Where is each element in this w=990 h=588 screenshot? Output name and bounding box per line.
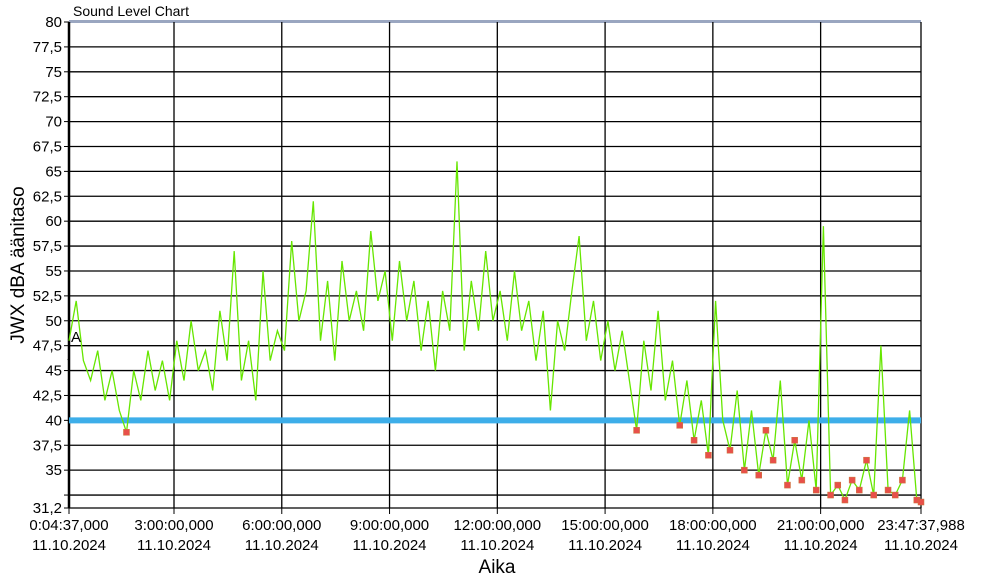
y-axis-label: JWX dBA äänitaso [8,186,29,343]
y-tick-label: 31,2 [33,500,62,517]
x-axis-label: Aika [479,557,516,578]
y-tick-label: 55 [45,263,62,280]
below-threshold-marker [741,466,748,474]
x-tick-time: 15:00:00,000 [561,517,649,534]
y-tick-label: 47,5 [33,338,62,355]
below-threshold-marker [899,476,906,484]
x-tick-time: 9:00:00,000 [350,517,429,534]
y-tick-label: 45 [45,363,62,380]
below-threshold-marker [917,498,925,506]
x-tick-time: 0:04:37,000 [29,517,108,534]
cursor-arrow-icon: ‹ [67,354,70,365]
below-threshold-marker [791,437,798,444]
below-threshold-marker [891,491,899,499]
below-threshold-marker [848,476,856,484]
y-tick-label: 60 [45,213,62,230]
x-tick-date: 11.10.2024 [460,537,534,554]
below-threshold-marker [870,491,877,499]
x-tick-time: 3:00:00,000 [134,517,213,534]
y-tick-label: 77,5 [33,39,62,56]
y-tick-label: 35 [45,462,62,479]
below-threshold-marker [834,481,842,489]
y-tick-label: 50 [45,313,62,330]
x-tick-date: 11.10.2024 [32,537,106,554]
y-tick-label: 80 [45,14,62,31]
y-tick-label: 65 [45,163,62,180]
y-tick-label: 72,5 [33,89,62,106]
x-tick-time: 12:00:00,000 [454,517,542,534]
plot-area [69,22,921,508]
below-threshold-marker [784,481,791,489]
x-tick-date: 11.10.2024 [137,537,211,554]
y-tick-label: 75 [45,64,62,81]
series-line [68,161,922,503]
y-tick-label: 57,5 [33,238,62,255]
below-threshold-marker [827,491,834,499]
below-threshold-marker [633,427,640,434]
x-tick-time: 18:00:00,000 [669,517,757,534]
y-tick-label: 52,5 [33,288,62,305]
x-tick-date: 11.10.2024 [884,537,958,554]
x-tick-time: 21:00:00,000 [777,517,865,534]
below-threshold-marker [762,427,770,434]
below-threshold-marker [123,429,130,436]
below-threshold-marker [676,422,683,429]
x-tick-date: 11.10.2024 [245,537,319,554]
chart-title: Sound Level Chart [73,3,189,19]
y-tick-label: 62,5 [33,188,62,205]
x-tick-time: 6:00:00,000 [242,517,321,534]
below-threshold-marker [812,486,820,494]
y-tick-label: 40 [45,412,62,429]
x-tick-date: 11.10.2024 [353,537,427,554]
y-tick-label: 42,5 [33,387,62,404]
x-tick-date: 11.10.2024 [784,537,858,554]
x-tick-date: 11.10.2024 [568,537,642,554]
marker-label-a: A [71,329,81,346]
below-threshold-marker [726,446,734,454]
below-threshold-marker [690,437,698,444]
y-tick-label: 37,5 [33,437,62,454]
y-tick-label: 67,5 [33,138,62,155]
below-threshold-marker [856,486,863,494]
below-threshold-marker [769,456,777,464]
below-threshold-marker [798,476,806,484]
x-tick-date: 11.10.2024 [676,537,750,554]
below-threshold-marker [841,496,849,504]
y-tick-label: 70 [45,114,62,131]
below-threshold-marker [863,456,870,464]
below-threshold-marker [755,471,762,479]
below-threshold-marker [884,486,892,494]
below-threshold-marker [705,451,712,459]
top-border-band [69,20,921,23]
x-tick-time: 23:47:37,988 [877,517,965,534]
